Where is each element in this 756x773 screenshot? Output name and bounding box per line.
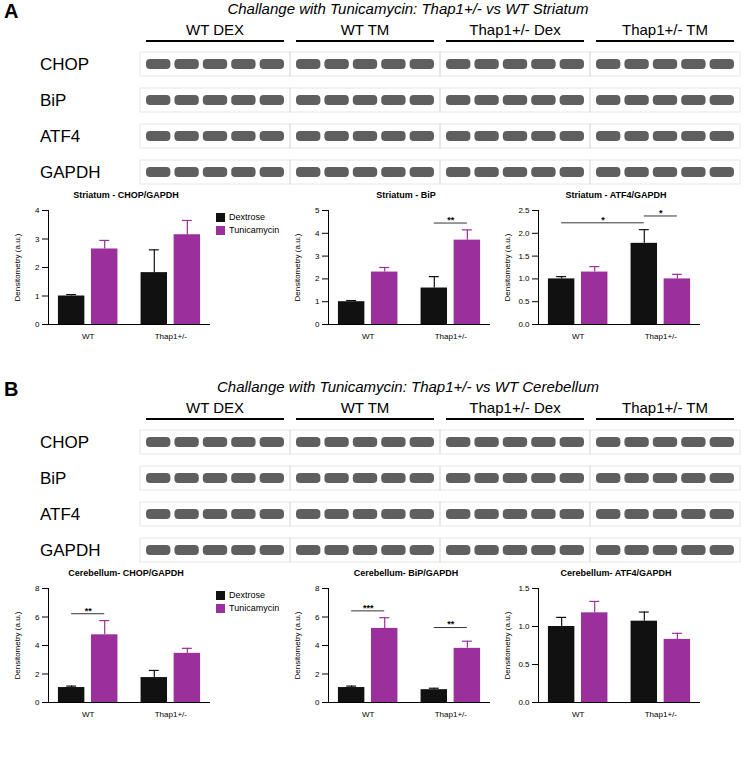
svg-text:Thap1+/- Dex: Thap1+/- Dex [469, 21, 561, 38]
svg-text:0.0: 0.0 [518, 320, 530, 329]
html-text:Striatum - CHOP/GAPDH: Striatum - CHOP/GAPDH [73, 190, 179, 200]
svg-text:Densitometry (a.u.): Densitometry (a.u.) [293, 611, 302, 679]
svg-text:**: ** [447, 215, 455, 225]
svg-text:WT TM: WT TM [341, 21, 390, 38]
svg-text:5: 5 [315, 206, 320, 215]
svg-text:1: 1 [315, 297, 320, 306]
svg-text:2: 2 [35, 263, 40, 272]
svg-text:Densitometry (a.u.): Densitometry (a.u.) [293, 233, 302, 301]
svg-text:**: ** [85, 606, 93, 616]
svg-text:0.5: 0.5 [518, 660, 530, 669]
html-text:Challange with Tunicamycin: Th: Challange with Tunicamycin: Thap1+/- vs … [227, 0, 589, 17]
svg-text:WT: WT [82, 332, 95, 341]
svg-text:1: 1 [35, 292, 40, 301]
svg-text:4: 4 [315, 641, 320, 650]
svg-text:Thap1+/-: Thap1+/- [645, 710, 678, 719]
svg-text:WT: WT [572, 710, 585, 719]
html-text:Cerebellum- BiP/GAPDH: Cerebellum- BiP/GAPDH [353, 568, 459, 578]
svg-text:Thap1+/- TM: Thap1+/- TM [622, 21, 708, 38]
svg-text:1.0: 1.0 [518, 622, 530, 631]
svg-text:8: 8 [315, 584, 320, 593]
html-text:Cerebellum- CHOP/GAPDH: Cerebellum- CHOP/GAPDH [68, 568, 184, 578]
svg-text:BiP: BiP [40, 91, 66, 110]
svg-text:0: 0 [35, 698, 40, 707]
svg-text:0: 0 [35, 320, 40, 329]
svg-text:0: 0 [315, 320, 320, 329]
svg-text:BiP: BiP [40, 469, 66, 488]
svg-text:6: 6 [35, 613, 40, 622]
svg-text:WT: WT [82, 710, 95, 719]
svg-text:2: 2 [315, 670, 320, 679]
html-text:Dextrose: Dextrose [229, 590, 265, 600]
svg-text:6: 6 [315, 613, 320, 622]
svg-text:WT DEX: WT DEX [186, 21, 244, 38]
svg-text:Thap1+/- Dex: Thap1+/- Dex [469, 399, 561, 416]
html-text:A: A [4, 0, 19, 22]
svg-text:Densitometry (a.u.): Densitometry (a.u.) [503, 611, 512, 679]
svg-text:3: 3 [315, 252, 320, 261]
svg-text:Thap1+/-: Thap1+/- [155, 710, 188, 719]
svg-text:Thap1+/-: Thap1+/- [435, 710, 468, 719]
svg-text:1.5: 1.5 [518, 584, 530, 593]
svg-text:Densitometry (a.u.): Densitometry (a.u.) [13, 233, 22, 301]
svg-text:4: 4 [35, 641, 40, 650]
html-text:Challange with Tunicamycin: Th: Challange with Tunicamycin: Thap1+/- vs … [217, 378, 599, 395]
svg-text:0.5: 0.5 [518, 297, 530, 306]
svg-text:WT TM: WT TM [341, 399, 390, 416]
svg-text:1.0: 1.0 [518, 274, 530, 283]
svg-text:Densitometry (a.u.): Densitometry (a.u.) [13, 611, 22, 679]
svg-text:Thap1+/-: Thap1+/- [155, 332, 188, 341]
svg-text:2.0: 2.0 [518, 229, 530, 238]
html-text:Dextrose: Dextrose [229, 212, 265, 222]
svg-text:0: 0 [315, 698, 320, 707]
html-text:B: B [4, 378, 19, 400]
svg-text:ATF4: ATF4 [40, 505, 80, 524]
html-text:Tunicamycin: Tunicamycin [229, 603, 280, 613]
svg-text:ATF4: ATF4 [40, 127, 80, 146]
svg-text:CHOP: CHOP [40, 433, 89, 452]
svg-text:4: 4 [315, 229, 320, 238]
html-text:Cerebellum- ATF4/GAPDH: Cerebellum- ATF4/GAPDH [560, 568, 672, 578]
svg-text:4: 4 [35, 206, 40, 215]
svg-text:Thap1+/- TM: Thap1+/- TM [622, 399, 708, 416]
svg-text:***: *** [363, 603, 374, 613]
svg-text:CHOP: CHOP [40, 55, 89, 74]
svg-text:WT: WT [362, 332, 375, 341]
svg-text:2: 2 [315, 274, 320, 283]
svg-text:3: 3 [35, 235, 40, 244]
svg-text:Thap1+/-: Thap1+/- [645, 332, 678, 341]
svg-text:*: * [659, 208, 663, 218]
html-text:Tunicamycin: Tunicamycin [229, 225, 280, 235]
svg-text:WT: WT [572, 332, 585, 341]
svg-text:2.5: 2.5 [518, 206, 530, 215]
svg-text:Densitometry (a.u.): Densitometry (a.u.) [503, 233, 512, 301]
html-text:Striatum - ATF4/GAPDH: Striatum - ATF4/GAPDH [565, 190, 667, 200]
svg-text:Thap1+/-: Thap1+/- [435, 332, 468, 341]
svg-text:*: * [601, 215, 605, 225]
svg-text:WT: WT [362, 710, 375, 719]
svg-text:GAPDH: GAPDH [40, 541, 100, 560]
svg-text:1.5: 1.5 [518, 252, 530, 261]
html-text:Striatum - BiP: Striatum - BiP [376, 190, 436, 200]
svg-text:8: 8 [35, 584, 40, 593]
svg-text:**: ** [447, 619, 455, 629]
svg-text:2: 2 [35, 670, 40, 679]
svg-text:WT DEX: WT DEX [186, 399, 244, 416]
svg-text:0.0: 0.0 [518, 698, 530, 707]
svg-text:GAPDH: GAPDH [40, 163, 100, 182]
